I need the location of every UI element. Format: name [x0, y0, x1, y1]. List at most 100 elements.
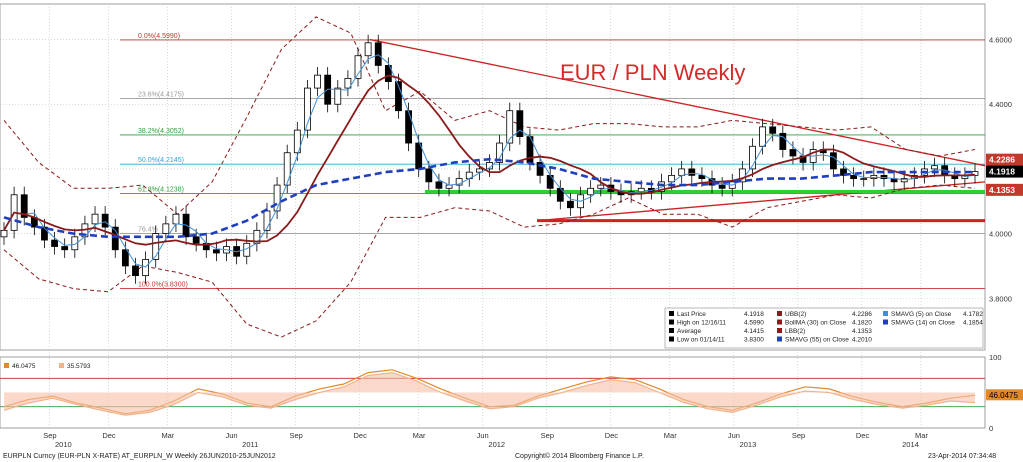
- legend-swatch: [883, 319, 888, 325]
- candle-body: [111, 226, 119, 251]
- candle-body: [769, 126, 777, 134]
- candle-body: [718, 184, 726, 189]
- x-year-label: 2012: [488, 440, 505, 449]
- legend-label: Average: [677, 328, 701, 335]
- legend-value: 4.1854: [963, 320, 983, 327]
- price-tag: [986, 165, 1023, 178]
- x-tick-label: Jun: [225, 431, 237, 440]
- candle-body: [121, 249, 129, 267]
- legend-swatch: [669, 328, 674, 333]
- legend-label: BollMA (30) on Close: [785, 320, 846, 327]
- chart-title: EUR / PLN Weekly: [560, 60, 745, 85]
- osc-legend-label: 35.5793: [67, 363, 91, 370]
- legend-swatch: [777, 319, 782, 325]
- price-tag-label: 4.1918: [989, 167, 1015, 177]
- legend-swatch: [669, 336, 674, 342]
- oscillator-fill: [4, 372, 975, 416]
- x-tick-label: Mar: [915, 431, 928, 440]
- y-tick-label: 4.0000: [989, 230, 1012, 239]
- legend: Last Price 4.1918 High on 12/16/11 4.5990 Av…: [664, 307, 984, 349]
- candle-body: [374, 42, 382, 66]
- moving-averages: [3, 54, 976, 268]
- y-tick-label: 3.8000: [989, 294, 1012, 303]
- trend-lines: [369, 38, 986, 223]
- candle-body: [435, 181, 443, 189]
- fib-label: 61.8%(4.1238): [138, 187, 184, 194]
- candle-body: [334, 87, 342, 105]
- candle-body: [455, 178, 463, 186]
- candle-body: [536, 162, 544, 176]
- x-year-label: 2013: [740, 440, 757, 449]
- fibonacci-levels: 0.0%(4.5990) 23.6%(4.4175) 38.2%(4.3052) 50…: [120, 33, 985, 290]
- candle-body: [41, 226, 48, 241]
- candle-body: [900, 178, 908, 183]
- legend-value: 3.8300: [744, 337, 764, 344]
- support-trendline: [536, 181, 986, 222]
- legend-label: UBB(2): [785, 311, 806, 318]
- legend-label: Last Price: [677, 311, 706, 318]
- legend-value: 4.2010: [852, 337, 872, 344]
- osc-legend-swatch: [4, 363, 9, 368]
- price-tag: [986, 183, 1023, 196]
- x-tick-label: Dec: [102, 431, 116, 440]
- candle-body: [0, 229, 8, 238]
- candle-body: [91, 213, 99, 225]
- candle-body: [698, 174, 706, 180]
- x-tick-label: Sep: [290, 431, 303, 440]
- legend-value: 4.2286: [852, 311, 872, 318]
- candle-body: [61, 246, 69, 251]
- oscillator-line: [3, 371, 976, 416]
- x-tick-label: Mar: [161, 431, 174, 440]
- footer-left: EURPLN Curncy (EUR-PLN X-RATE) AT_EURPLN…: [3, 453, 276, 460]
- y-tick-label: 4.6000: [989, 36, 1012, 45]
- legend-swatch: [777, 328, 782, 333]
- y-tick-label: 4.4000: [989, 100, 1012, 109]
- candle-body: [283, 152, 291, 186]
- main-plot-area: [0, 3, 986, 351]
- legend-label: Low on 01/14/11: [677, 337, 725, 344]
- x-tick-label: Sep: [43, 431, 56, 440]
- candle-body: [840, 168, 847, 176]
- osc-legend-swatch: [59, 363, 64, 368]
- bollinger-lower: [3, 184, 976, 338]
- candle-body: [789, 149, 797, 157]
- sma55-line: [3, 157, 975, 239]
- x-tick-label: Sep: [792, 431, 805, 440]
- legend-frame: [664, 307, 984, 349]
- candle-body: [142, 259, 150, 277]
- candle-body: [759, 126, 766, 147]
- candle-body: [516, 110, 524, 137]
- bollinger-ma-line: [3, 74, 976, 246]
- osc-y-tick-label: 100: [989, 353, 1002, 362]
- x-tick-label: Mar: [413, 431, 426, 440]
- legend-swatch: [777, 311, 782, 316]
- legend-label: SMAVG (14) on Close: [891, 320, 955, 327]
- price-tags: 4.2286 4.1918 4.1353: [986, 153, 1023, 196]
- x-tick-label: Jun: [728, 431, 740, 440]
- fib-label: 100.0%(3.8300): [138, 282, 188, 289]
- candle-body: [850, 174, 858, 180]
- x-year-label: 2010: [55, 440, 72, 449]
- legend-value: 4.1820: [852, 320, 872, 327]
- legend-swatch: [777, 336, 782, 342]
- candle-body: [395, 81, 402, 112]
- candle-body: [384, 65, 392, 83]
- fib-label: 50.0%(4.2145): [138, 157, 184, 164]
- legend-value: 4.1782: [963, 311, 983, 318]
- candle-body: [860, 178, 868, 181]
- x-axis: Sep Dec Mar Jun Sep Dec Mar Jun Sep Dec Mar Jun Sep D…: [43, 431, 928, 449]
- legend-label: SMAVG (5) on Close: [891, 311, 952, 318]
- main-grid: [0, 3, 986, 429]
- legend-label: SMAVG (55) on Close: [785, 337, 849, 344]
- candle-body: [71, 236, 79, 251]
- legend-value: 4.5990: [744, 320, 764, 327]
- candle-body: [506, 110, 514, 144]
- candle-body: [273, 184, 281, 212]
- candle-body: [779, 132, 787, 150]
- candle-body: [364, 42, 372, 57]
- x-year-label: 2014: [902, 440, 919, 449]
- candle-body: [475, 168, 483, 173]
- x-tick-label: Dec: [605, 431, 619, 440]
- candle-body: [314, 74, 321, 89]
